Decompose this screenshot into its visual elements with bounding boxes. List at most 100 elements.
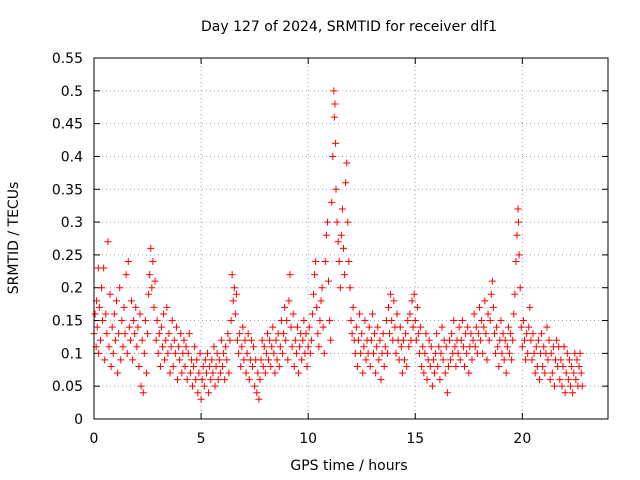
data-point xyxy=(452,362,460,370)
data-point xyxy=(225,369,233,377)
data-point xyxy=(576,349,584,357)
data-point xyxy=(251,382,259,390)
data-point xyxy=(419,343,427,351)
data-point xyxy=(107,362,115,370)
data-point xyxy=(397,343,405,351)
x-tick-label: 15 xyxy=(406,431,424,447)
data-point xyxy=(556,376,564,384)
data-point xyxy=(464,323,472,331)
data-point xyxy=(165,330,173,338)
data-point xyxy=(310,290,318,298)
data-points xyxy=(90,87,586,403)
data-point xyxy=(120,303,128,311)
data-point xyxy=(214,376,222,384)
data-point xyxy=(115,330,123,338)
data-point xyxy=(522,356,530,364)
data-point xyxy=(563,349,571,357)
data-point xyxy=(267,362,275,370)
data-point xyxy=(499,330,507,338)
data-point xyxy=(319,323,327,331)
data-point xyxy=(383,349,391,357)
data-point xyxy=(210,343,218,351)
data-point xyxy=(261,369,269,377)
data-point xyxy=(481,297,489,305)
data-point xyxy=(477,336,485,344)
data-point xyxy=(345,257,353,265)
data-point xyxy=(436,376,444,384)
data-point xyxy=(458,317,466,325)
data-point xyxy=(149,257,157,265)
data-point xyxy=(95,303,103,311)
data-point xyxy=(183,376,191,384)
data-point xyxy=(376,336,384,344)
y-axis-label: SRMTID / TECUs xyxy=(6,182,22,295)
data-point xyxy=(408,297,416,305)
data-point xyxy=(497,317,505,325)
data-point xyxy=(401,356,409,364)
data-point xyxy=(220,349,228,357)
data-point xyxy=(108,323,116,331)
data-point xyxy=(443,389,451,397)
data-point xyxy=(356,310,364,318)
data-point xyxy=(248,362,256,370)
data-point xyxy=(229,297,237,305)
data-point xyxy=(483,356,491,364)
data-point xyxy=(202,369,210,377)
data-point xyxy=(413,303,421,311)
data-point xyxy=(164,349,172,357)
data-point xyxy=(314,330,322,338)
data-point xyxy=(478,317,486,325)
data-point xyxy=(559,362,567,370)
data-point xyxy=(146,271,154,279)
data-point xyxy=(170,336,178,344)
data-point xyxy=(422,330,430,338)
data-point xyxy=(327,336,335,344)
data-point xyxy=(392,349,400,357)
data-point xyxy=(414,330,422,338)
data-point xyxy=(235,349,243,357)
data-point xyxy=(263,330,271,338)
data-point xyxy=(266,336,274,344)
data-point xyxy=(184,349,192,357)
data-point xyxy=(437,349,445,357)
data-point xyxy=(557,356,565,364)
data-point xyxy=(384,303,392,311)
data-point xyxy=(197,395,205,403)
y-tick-label: 0.2 xyxy=(61,281,83,297)
data-point xyxy=(250,343,258,351)
data-point xyxy=(228,271,236,279)
data-point xyxy=(335,257,343,265)
data-point xyxy=(553,336,561,344)
data-point xyxy=(288,343,296,351)
data-point xyxy=(527,336,535,344)
data-point xyxy=(412,336,420,344)
data-point xyxy=(340,244,348,252)
data-point xyxy=(150,303,158,311)
data-point xyxy=(175,343,183,351)
data-point xyxy=(336,284,344,292)
data-point xyxy=(315,343,323,351)
data-point xyxy=(573,356,581,364)
data-point xyxy=(442,343,450,351)
data-point xyxy=(471,343,479,351)
data-point xyxy=(295,369,303,377)
data-point xyxy=(482,330,490,338)
data-point xyxy=(561,389,569,397)
data-point xyxy=(136,310,144,318)
data-point xyxy=(328,198,336,206)
data-point xyxy=(357,349,365,357)
data-point xyxy=(495,362,503,370)
y-tick-label: 0.35 xyxy=(52,182,83,198)
data-point xyxy=(520,336,528,344)
data-point xyxy=(227,317,235,325)
data-point xyxy=(258,336,266,344)
data-point xyxy=(96,336,104,344)
data-point xyxy=(244,330,252,338)
data-point xyxy=(558,382,566,390)
data-point xyxy=(157,323,165,331)
data-point xyxy=(134,323,142,331)
data-point xyxy=(388,317,396,325)
data-point xyxy=(474,330,482,338)
data-point xyxy=(390,297,398,305)
data-point xyxy=(290,362,298,370)
